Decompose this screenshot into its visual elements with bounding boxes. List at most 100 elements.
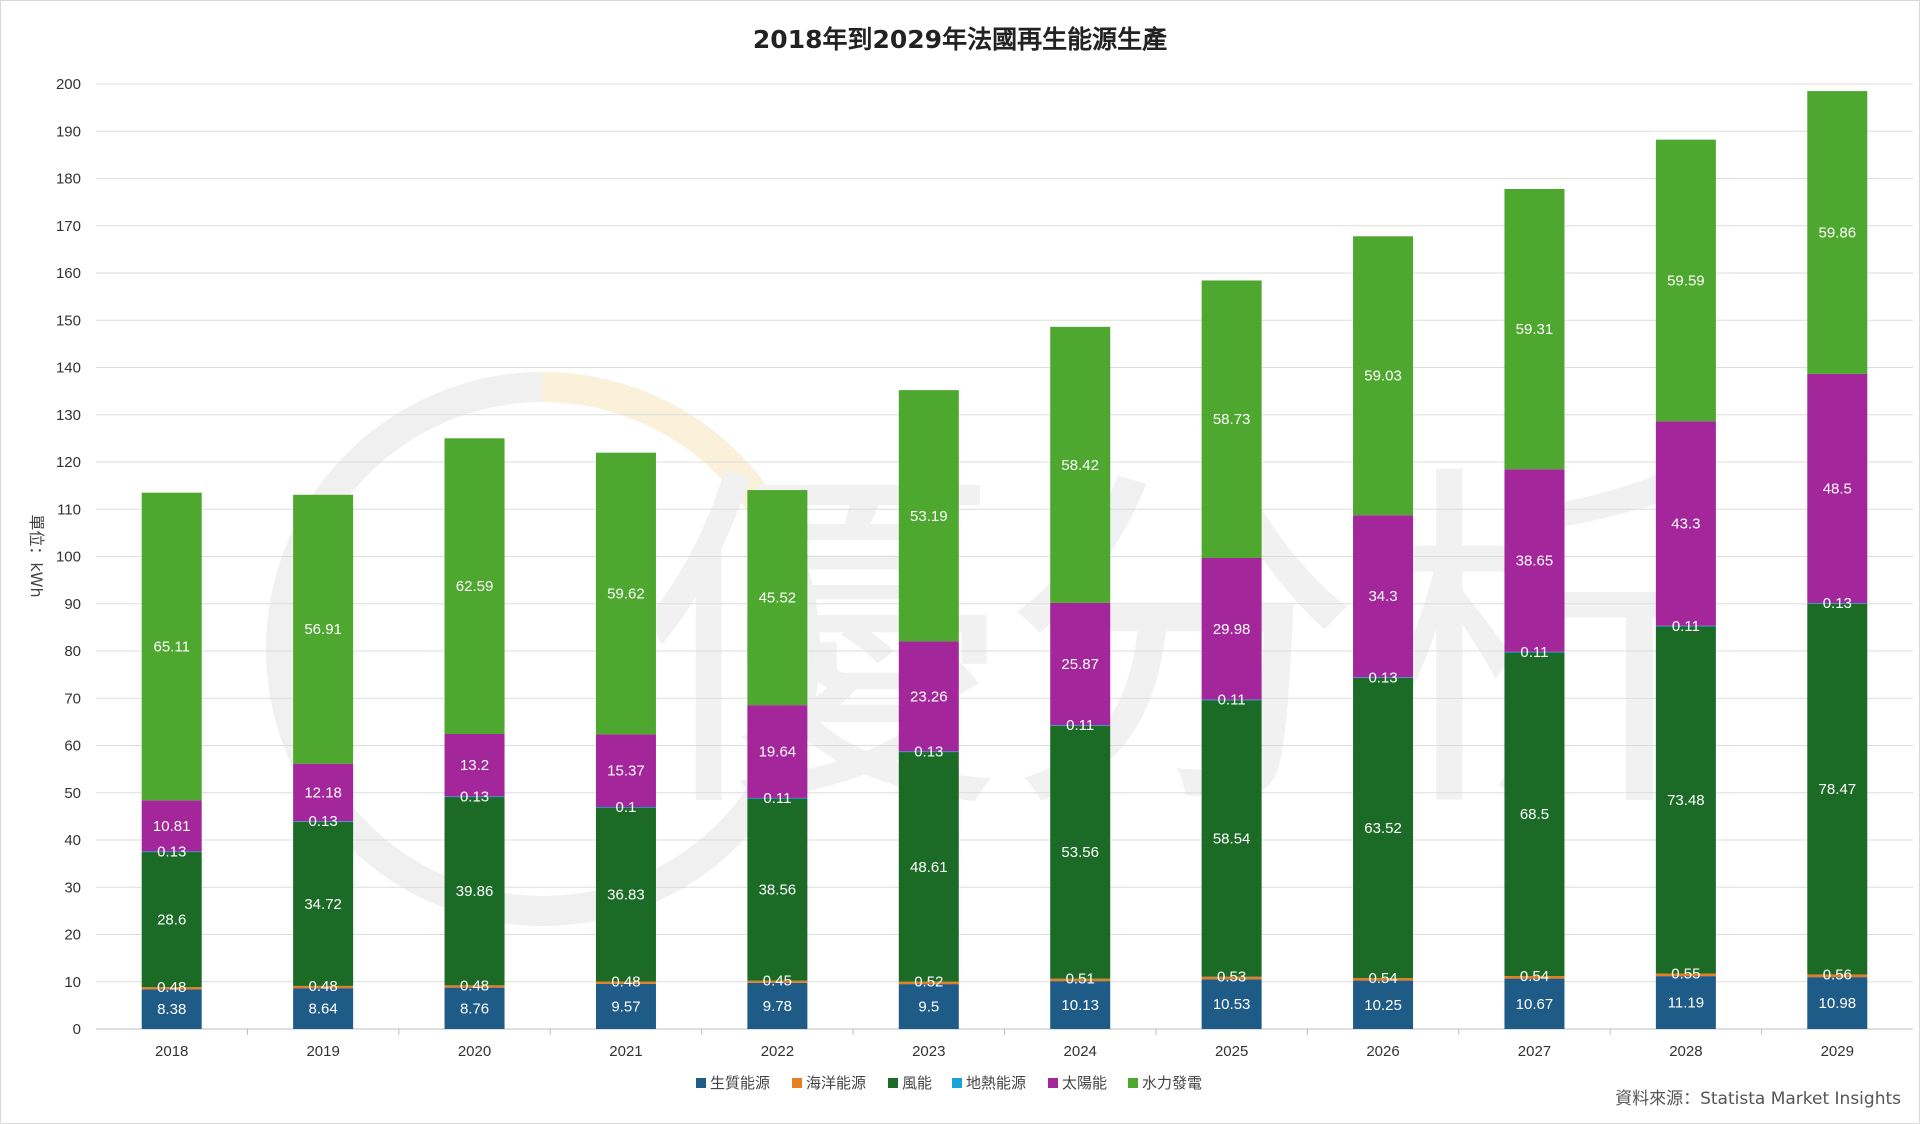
data-label: 0.51	[1066, 971, 1095, 988]
bar-segment	[747, 980, 808, 983]
data-label: 78.47	[1819, 781, 1857, 798]
data-label: 0.13	[460, 788, 489, 805]
data-label: 15.37	[607, 763, 645, 780]
data-label: 0.13	[157, 843, 186, 860]
bar-segment	[595, 807, 656, 982]
bar-segment	[293, 985, 354, 989]
data-label: 0.11	[1672, 618, 1700, 635]
y-tick-label: 30	[64, 879, 81, 896]
y-tick-label: 180	[56, 171, 81, 188]
legend-swatch	[952, 1078, 962, 1088]
data-label: 10.13	[1061, 997, 1099, 1014]
y-tick-label: 40	[64, 832, 81, 849]
data-label: 0.52	[914, 974, 943, 991]
bar-segment	[1655, 976, 1716, 1029]
y-tick-label: 50	[64, 785, 81, 802]
data-label: 13.2	[460, 757, 489, 774]
data-label: 8.64	[309, 1001, 338, 1018]
data-label: 0.13	[1368, 669, 1397, 686]
data-label: 58.42	[1061, 457, 1099, 474]
bar-segment	[595, 807, 656, 808]
y-tick-label: 90	[64, 596, 81, 613]
legend-label: 太陽能	[1062, 1074, 1107, 1092]
bar-segment	[293, 763, 354, 822]
data-label: 9.57	[611, 998, 640, 1015]
legend-label: 地熱能源	[966, 1074, 1026, 1092]
bar-segment	[898, 390, 959, 642]
y-tick-label: 190	[56, 123, 81, 140]
bar-segment	[1655, 626, 1716, 974]
bar-segment	[1050, 725, 1111, 979]
data-label: 0.1	[616, 799, 637, 816]
legend-swatch	[792, 1078, 802, 1088]
data-label: 10.98	[1819, 995, 1857, 1012]
bar-segment	[1504, 978, 1565, 1029]
bar-segment	[1655, 139, 1716, 422]
x-tick-label: 2022	[761, 1043, 794, 1060]
chart-title: 2018年到2029年法國再生能源生產	[753, 25, 1167, 54]
bar-segment	[444, 985, 505, 988]
data-label: 28.6	[157, 912, 186, 929]
gridlines	[96, 83, 1913, 1030]
x-tick-label: 2023	[912, 1043, 945, 1060]
y-tick-label: 160	[56, 265, 81, 282]
x-tick-label: 2019	[306, 1043, 339, 1060]
data-label: 0.55	[1671, 966, 1700, 983]
y-axis-ticks: 0 10 20 30 40 50 60 70 80 90 100 110 120 130 140 150 160…	[56, 76, 81, 1038]
x-tick-label: 2026	[1366, 1043, 1399, 1060]
data-label: 0.13	[1823, 595, 1852, 612]
bar-segment	[595, 452, 656, 735]
bar-segment	[1353, 515, 1414, 678]
x-tick-label: 2025	[1215, 1043, 1248, 1060]
data-label: 62.59	[456, 578, 494, 595]
data-label: 43.3	[1671, 516, 1700, 533]
bar-segment	[293, 988, 354, 1029]
data-label: 0.53	[1217, 969, 1246, 986]
y-tick-label: 130	[56, 407, 81, 424]
bar-segment	[1050, 326, 1111, 603]
y-tick-label: 110	[57, 501, 81, 518]
legend-swatch	[696, 1078, 706, 1088]
data-label: 10.53	[1213, 996, 1251, 1013]
y-tick-label: 10	[64, 974, 81, 991]
legend-label: 風能	[902, 1074, 932, 1092]
y-tick-label: 100	[56, 549, 81, 566]
data-label: 0.13	[309, 813, 338, 830]
bar-segment	[444, 987, 505, 1029]
bar-segment	[1504, 188, 1565, 470]
data-label: 39.86	[456, 883, 494, 900]
bar-segment	[747, 797, 808, 799]
bar-segment	[1353, 677, 1414, 679]
data-label: 8.38	[157, 1001, 186, 1018]
bar-segment	[1201, 700, 1262, 977]
bar-segment	[444, 438, 505, 735]
bar-segment	[1807, 373, 1868, 604]
legend-label: 海洋能源	[806, 1074, 866, 1092]
y-tick-label: 170	[56, 218, 81, 235]
bar-segment	[1807, 91, 1868, 374]
bar-segment	[1504, 651, 1565, 653]
data-label: 23.26	[910, 688, 948, 705]
data-label: 10.67	[1516, 996, 1554, 1013]
data-label: 58.54	[1213, 830, 1251, 847]
bar-segment	[293, 821, 354, 823]
data-label: 0.11	[1520, 644, 1548, 661]
data-label: 0.45	[763, 973, 792, 990]
bar-segment	[444, 734, 505, 797]
data-label: 9.5	[918, 999, 939, 1016]
data-label: 0.11	[1218, 692, 1246, 709]
data-label: 59.59	[1667, 272, 1705, 289]
data-label: 59.86	[1819, 225, 1857, 242]
bar-segment	[1201, 280, 1262, 558]
data-label: 0.56	[1823, 966, 1852, 983]
bar-segment	[141, 987, 202, 990]
bar-segment	[1807, 603, 1868, 604]
bars: 8.38 0.48 28.6 0.13 10.81 65.11 8.64 0.48 34.72 0…	[141, 91, 1868, 1029]
legend-label: 生質能源	[710, 1074, 770, 1092]
y-tick-label: 150	[56, 312, 81, 329]
data-label: 59.62	[607, 586, 645, 603]
bar-segment	[141, 492, 202, 801]
data-label: 29.98	[1213, 621, 1251, 638]
y-tick-label: 0	[73, 1021, 81, 1038]
